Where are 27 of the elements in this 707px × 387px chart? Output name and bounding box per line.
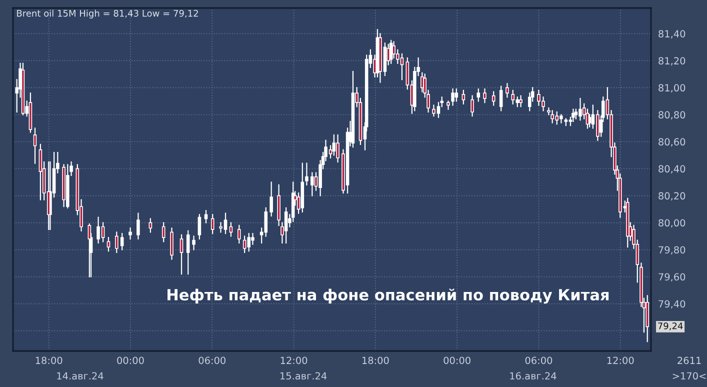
y-tick-label: 79,60 (658, 273, 686, 282)
y-tick-label: 81,20 (658, 57, 686, 66)
y-tick-label: 81,00 (658, 84, 686, 92)
y-tick-label: 79,40 (658, 300, 686, 309)
y-tick-label: 80,40 (658, 165, 686, 174)
y-tick-label: 80,00 (658, 219, 686, 228)
text: >170< (672, 372, 706, 380)
y-tick-label: 80,20 (658, 192, 686, 201)
y-tick-label: 79,80 (658, 246, 686, 255)
text: 14.авг.24 (57, 372, 104, 380)
annotation: Нефть падает на фоне опасений по поводу Китая (168, 288, 609, 304)
chart-title: Brent oil 15M High = 81,43 Low = 79,12 (17, 10, 198, 18)
y-tick-label: 80,80 (658, 111, 686, 120)
x-tick-label: 12:00 (280, 356, 308, 364)
y-tick-label: 81,40 (658, 30, 686, 38)
text: 16.авг.24 (510, 372, 556, 380)
x-tick-label: 18:00 (36, 356, 62, 364)
x-tick-label: 00:00 (444, 356, 470, 364)
text: 2611 (678, 356, 701, 364)
x-tick-label: 18:00 (362, 356, 389, 364)
x-tick-label: 06:00 (198, 356, 226, 364)
text: 79,24 (658, 322, 683, 330)
x-tick-label: 06:00 (525, 356, 552, 364)
x-tick-label: 12:00 (607, 356, 634, 364)
x-tick-label: 00:00 (117, 356, 144, 364)
text: 15.авг.24 (280, 372, 327, 380)
y-tick-label: 80,60 (658, 138, 686, 147)
